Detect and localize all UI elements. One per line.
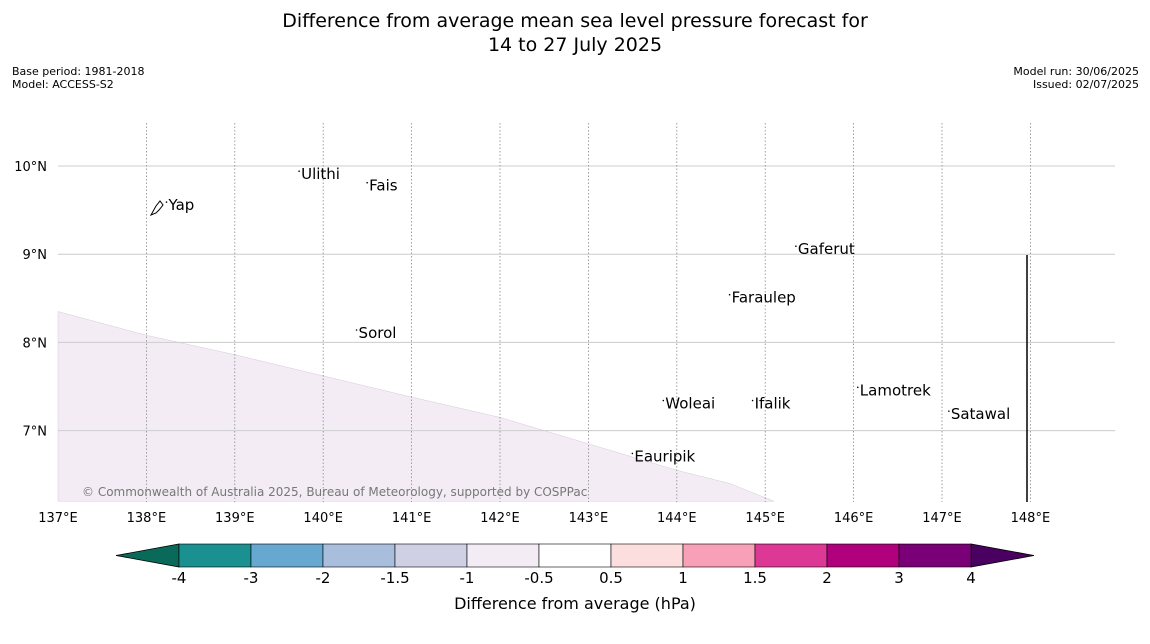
place-label-ifalik: Ifalik (755, 395, 791, 413)
place-label-faraulep: Faraulep (732, 289, 796, 307)
colorbar-swatch (178, 543, 252, 568)
island-dot (795, 245, 797, 247)
longitude-tick-label: 148°E (1011, 511, 1051, 526)
colorbar-swatch (754, 543, 828, 568)
longitude-tick-label: 143°E (569, 511, 609, 526)
meta-right: Model run: 30/06/2025 Issued: 02/07/2025 (1013, 65, 1139, 91)
longitude-tick-label: 145°E (745, 511, 785, 526)
colorbar-tick-label: -1 (460, 569, 475, 587)
map-plot: Ulithi Fais Yap Gaferut Faraulep Sorol Lamotre… (14, 123, 1115, 526)
colorbar-tick-label: -1.5 (380, 569, 409, 587)
colorbar-tick-label: -4 (172, 569, 187, 587)
colorbar-swatch (610, 543, 684, 568)
island-dot (298, 170, 300, 173)
colorbar-label: Difference from average (hPa) (454, 594, 696, 613)
copyright-text: © Commonwealth of Australia 2025, Bureau… (82, 485, 587, 499)
island-dot (631, 452, 634, 455)
colorbar-tick-label: 1.5 (743, 569, 767, 587)
latitude-tick-label: 7°N (23, 425, 48, 440)
longitude-tick-label: 146°E (834, 511, 874, 526)
island-dot (948, 410, 950, 412)
yap-island-shape (149, 200, 164, 216)
colorbar-tick-label: 3 (894, 569, 904, 587)
colorbar-swatch (538, 543, 612, 568)
longitude-tick-label: 139°E (215, 511, 255, 526)
colorbar-under-extension (115, 543, 180, 568)
island-dot (165, 201, 168, 203)
longitude-tick-label: 147°E (922, 511, 962, 526)
island-dot (366, 181, 368, 184)
map-title-line2: 14 to 27 July 2025 (487, 34, 663, 56)
latitude-tick-label: 8°N (23, 336, 48, 351)
longitude-tick-label: 140°E (303, 511, 343, 526)
longitude-tick-label: 138°E (127, 511, 167, 526)
place-label-gaferut: Gaferut (798, 240, 855, 258)
colorbar-swatch (898, 543, 972, 568)
place-label-ulithi: Ulithi (301, 165, 340, 183)
place-label-yap: Yap (168, 196, 195, 214)
colorbar-tick-label: 4 (966, 569, 976, 587)
colorbar-over-extension (970, 543, 1035, 568)
place-label-satawal: Satawal (951, 405, 1010, 423)
colorbar-tick-label: -2 (316, 569, 331, 587)
model-name: Model: ACCESS-S2 (12, 78, 114, 91)
colorbar-tick-label: -3 (244, 569, 259, 587)
longitude-tick-label: 144°E (657, 511, 697, 526)
island-dot (355, 329, 358, 331)
place-label-lamotrek: Lamotrek (860, 381, 931, 399)
colorbar-tick-label: 2 (822, 569, 832, 587)
colorbar-swatch (394, 543, 468, 568)
longitude-tick-label: 141°E (392, 511, 432, 526)
colorbar-swatch (322, 543, 396, 568)
axis-labels: 137°E 138°E 139°E 140°E 141°E 142°E 143°E 144°E… (14, 160, 1050, 526)
latitude-tick-label: 10°N (14, 160, 47, 175)
meta-left: Base period: 1981-2018 Model: ACCESS-S2 (12, 65, 144, 91)
colorbar-swatch (466, 543, 540, 568)
place-label-fais: Fais (369, 177, 398, 195)
island-dot (751, 399, 754, 402)
longitude-tick-label: 142°E (480, 511, 520, 526)
place-label-woleai: Woleai (665, 395, 715, 413)
island-dot (856, 386, 859, 389)
colorbar-swatch (682, 543, 756, 568)
longitude-tick-label: 137°E (38, 511, 78, 526)
graticule (58, 123, 1115, 502)
island-dot (662, 399, 665, 402)
place-label-sorol: Sorol (359, 324, 397, 342)
colorbar-tick-label: 1 (678, 569, 688, 587)
place-labels: Ulithi Fais Yap Gaferut Faraulep Sorol Lamotre… (165, 165, 1010, 465)
map-title-line1: Difference from average mean sea level p… (282, 10, 868, 32)
island-dot (728, 293, 731, 296)
base-period: Base period: 1981-2018 (12, 65, 145, 78)
place-label-eauripik: Eauripik (634, 447, 695, 465)
latitude-tick-label: 9°N (23, 248, 48, 263)
issued-date: Issued: 02/07/2025 (1032, 78, 1139, 91)
colorbar-swatch (250, 543, 324, 568)
colorbar-tick-label: 0.5 (599, 569, 623, 587)
colorbar-tick-label: -0.5 (524, 569, 553, 587)
model-run: Model run: 30/06/2025 (1013, 65, 1139, 78)
colorbar-swatch (826, 543, 900, 568)
